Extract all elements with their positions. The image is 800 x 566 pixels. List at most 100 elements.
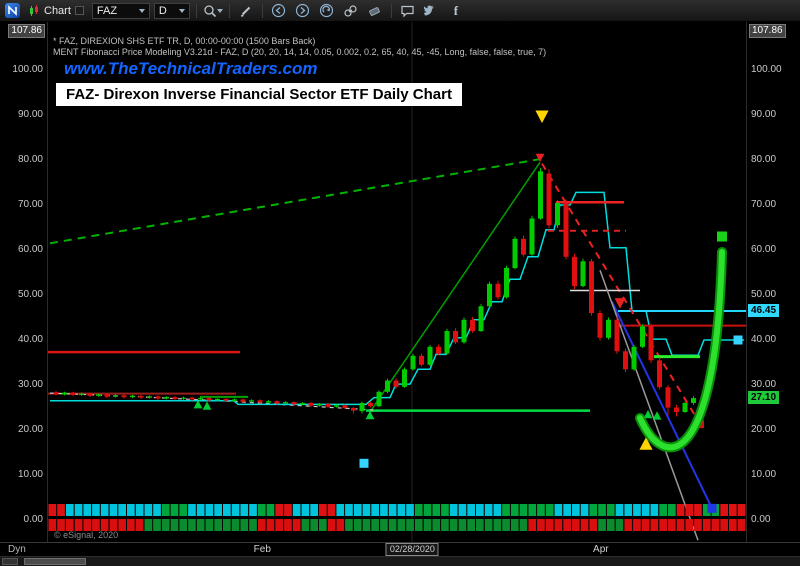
tab-chart[interactable]: Chart (24, 2, 88, 20)
price-level-badge: 46.45 (748, 303, 780, 317)
study-info: MENT Fibonacci Price Modeling V3.21d - F… (53, 47, 547, 57)
price-level-badge: 27.10 (748, 391, 780, 405)
symbol-value: FAZ (96, 4, 118, 17)
marker-triangle-up (202, 401, 212, 410)
watermark-link[interactable]: www.TheTechnicalTraders.com (64, 59, 318, 78)
toolbar: Chart FAZ D (0, 0, 800, 22)
price-tick-label: 70.00 (17, 199, 43, 210)
facebook-button[interactable]: f (446, 2, 466, 20)
toolbar-separator (228, 3, 230, 18)
price-tick-label: 90.00 (751, 109, 777, 120)
eraser-icon (369, 6, 381, 16)
chevron-down-icon (138, 8, 145, 13)
signal-markers (193, 110, 743, 513)
chart-title-banner: FAZ- Direxon Inverse Financial Sector ET… (56, 83, 462, 106)
candlestick-icon (30, 4, 38, 16)
toolbar-separator (195, 3, 197, 18)
lock-icon[interactable] (74, 6, 84, 15)
price-tick-label: 10.00 (17, 469, 43, 480)
marker-triangle-up (193, 400, 203, 409)
time-axis[interactable]: Dyn Feb 02/28/2020 Apr (0, 542, 800, 556)
price-tick-label: 20.00 (751, 424, 777, 435)
copyright-text: © eSignal, 2020 (54, 530, 119, 540)
price-chart-canvas[interactable] (48, 22, 746, 542)
marker-square (733, 335, 743, 345)
green-arrow-annotation-highlight (637, 249, 725, 451)
date-marker-box: 02/28/2020 (385, 543, 439, 556)
search-icon (204, 4, 216, 17)
app-logo[interactable] (5, 3, 20, 18)
toolbar-separator (390, 3, 392, 18)
scrollbar-handle[interactable] (24, 558, 86, 565)
refresh-button[interactable] (317, 2, 337, 20)
symbol-combo[interactable]: FAZ (91, 2, 150, 19)
toolbar-separator (261, 3, 263, 18)
marker-triangle-up (643, 409, 653, 419)
chevron-down-icon (216, 8, 223, 13)
last-value-box-left: 107.86 (8, 24, 45, 38)
price-tick-label: 30.00 (751, 379, 777, 390)
zoom-button[interactable] (203, 2, 223, 20)
price-tick-label: 50.00 (751, 289, 777, 300)
green-dashed-trendline (49, 158, 541, 245)
green-rally-trendline (369, 161, 541, 413)
price-tick-label: 60.00 (751, 244, 777, 255)
price-axis-right[interactable]: 107.86 100.00 90.00 80.00 70.00 60.00 50.00 40… (746, 22, 800, 542)
chevron-down-icon (178, 8, 185, 13)
circle-refresh-icon (320, 3, 334, 18)
time-axis-label: Apr (593, 544, 609, 555)
eraser-button[interactable] (365, 2, 385, 20)
twitter-icon (424, 5, 435, 16)
marker-triangle-up (652, 411, 662, 420)
price-tick-label: 30.00 (17, 379, 43, 390)
gray-projection-line (599, 270, 699, 541)
facebook-icon: f (453, 2, 459, 18)
chart-plot: * FAZ, DIREXION SHS ETF TR, D, 00:00-00:… (48, 22, 746, 542)
overlay-lines (48, 158, 746, 541)
instrument-info: * FAZ, DIREXION SHS ETF TR, D, 00:00-00:… (53, 36, 316, 46)
price-tick-label: 80.00 (751, 154, 777, 165)
price-tick-label: 70.00 (751, 199, 777, 210)
signal-strip-row1 (48, 504, 746, 516)
marker-triangle-down (535, 153, 545, 163)
price-tick-label: 10.00 (751, 469, 777, 480)
marker-square (359, 458, 369, 468)
link-button[interactable] (341, 2, 361, 20)
horizontal-scrollbar[interactable] (0, 556, 800, 566)
marker-triangle-down (535, 110, 549, 124)
time-axis-label: Feb (253, 544, 271, 555)
dyn-button[interactable]: Dyn (8, 544, 26, 555)
price-tick-label: 100.00 (751, 64, 782, 75)
marker-square (707, 503, 717, 513)
twitter-button[interactable] (422, 2, 442, 20)
candles (53, 167, 696, 417)
link-icon (344, 4, 358, 17)
circle-back-icon (272, 3, 286, 18)
app-logo-icon (8, 5, 17, 16)
back-button[interactable] (269, 2, 289, 20)
price-tick-label: 0.00 (23, 514, 43, 525)
red-dashed-decline (541, 163, 701, 425)
chat-icon (401, 5, 415, 17)
pencil-icon (240, 6, 251, 17)
marker-triangle-down (614, 298, 626, 309)
price-tick-label: 50.00 (17, 289, 43, 300)
scrollbar-corner-button[interactable] (2, 558, 18, 565)
interval-value: D (158, 4, 167, 17)
price-tick-label: 40.00 (751, 334, 777, 345)
price-tick-label: 40.00 (17, 334, 43, 345)
price-axis-left[interactable]: 107.86 100.00 90.00 80.00 70.00 60.00 50.00 40… (0, 22, 48, 542)
price-tick-label: 60.00 (17, 244, 43, 255)
interval-combo[interactable]: D (153, 2, 190, 19)
chat-button[interactable] (398, 2, 418, 20)
blue-projection-line (611, 301, 713, 509)
price-tick-label: 80.00 (17, 154, 43, 165)
draw-button[interactable] (236, 2, 256, 20)
forward-button[interactable] (293, 2, 313, 20)
signal-strip-row2 (48, 519, 746, 531)
tab-chart-label: Chart (44, 4, 71, 17)
marker-triangle-up (365, 410, 375, 420)
price-tick-label: 20.00 (17, 424, 43, 435)
circle-forward-icon (296, 3, 310, 18)
